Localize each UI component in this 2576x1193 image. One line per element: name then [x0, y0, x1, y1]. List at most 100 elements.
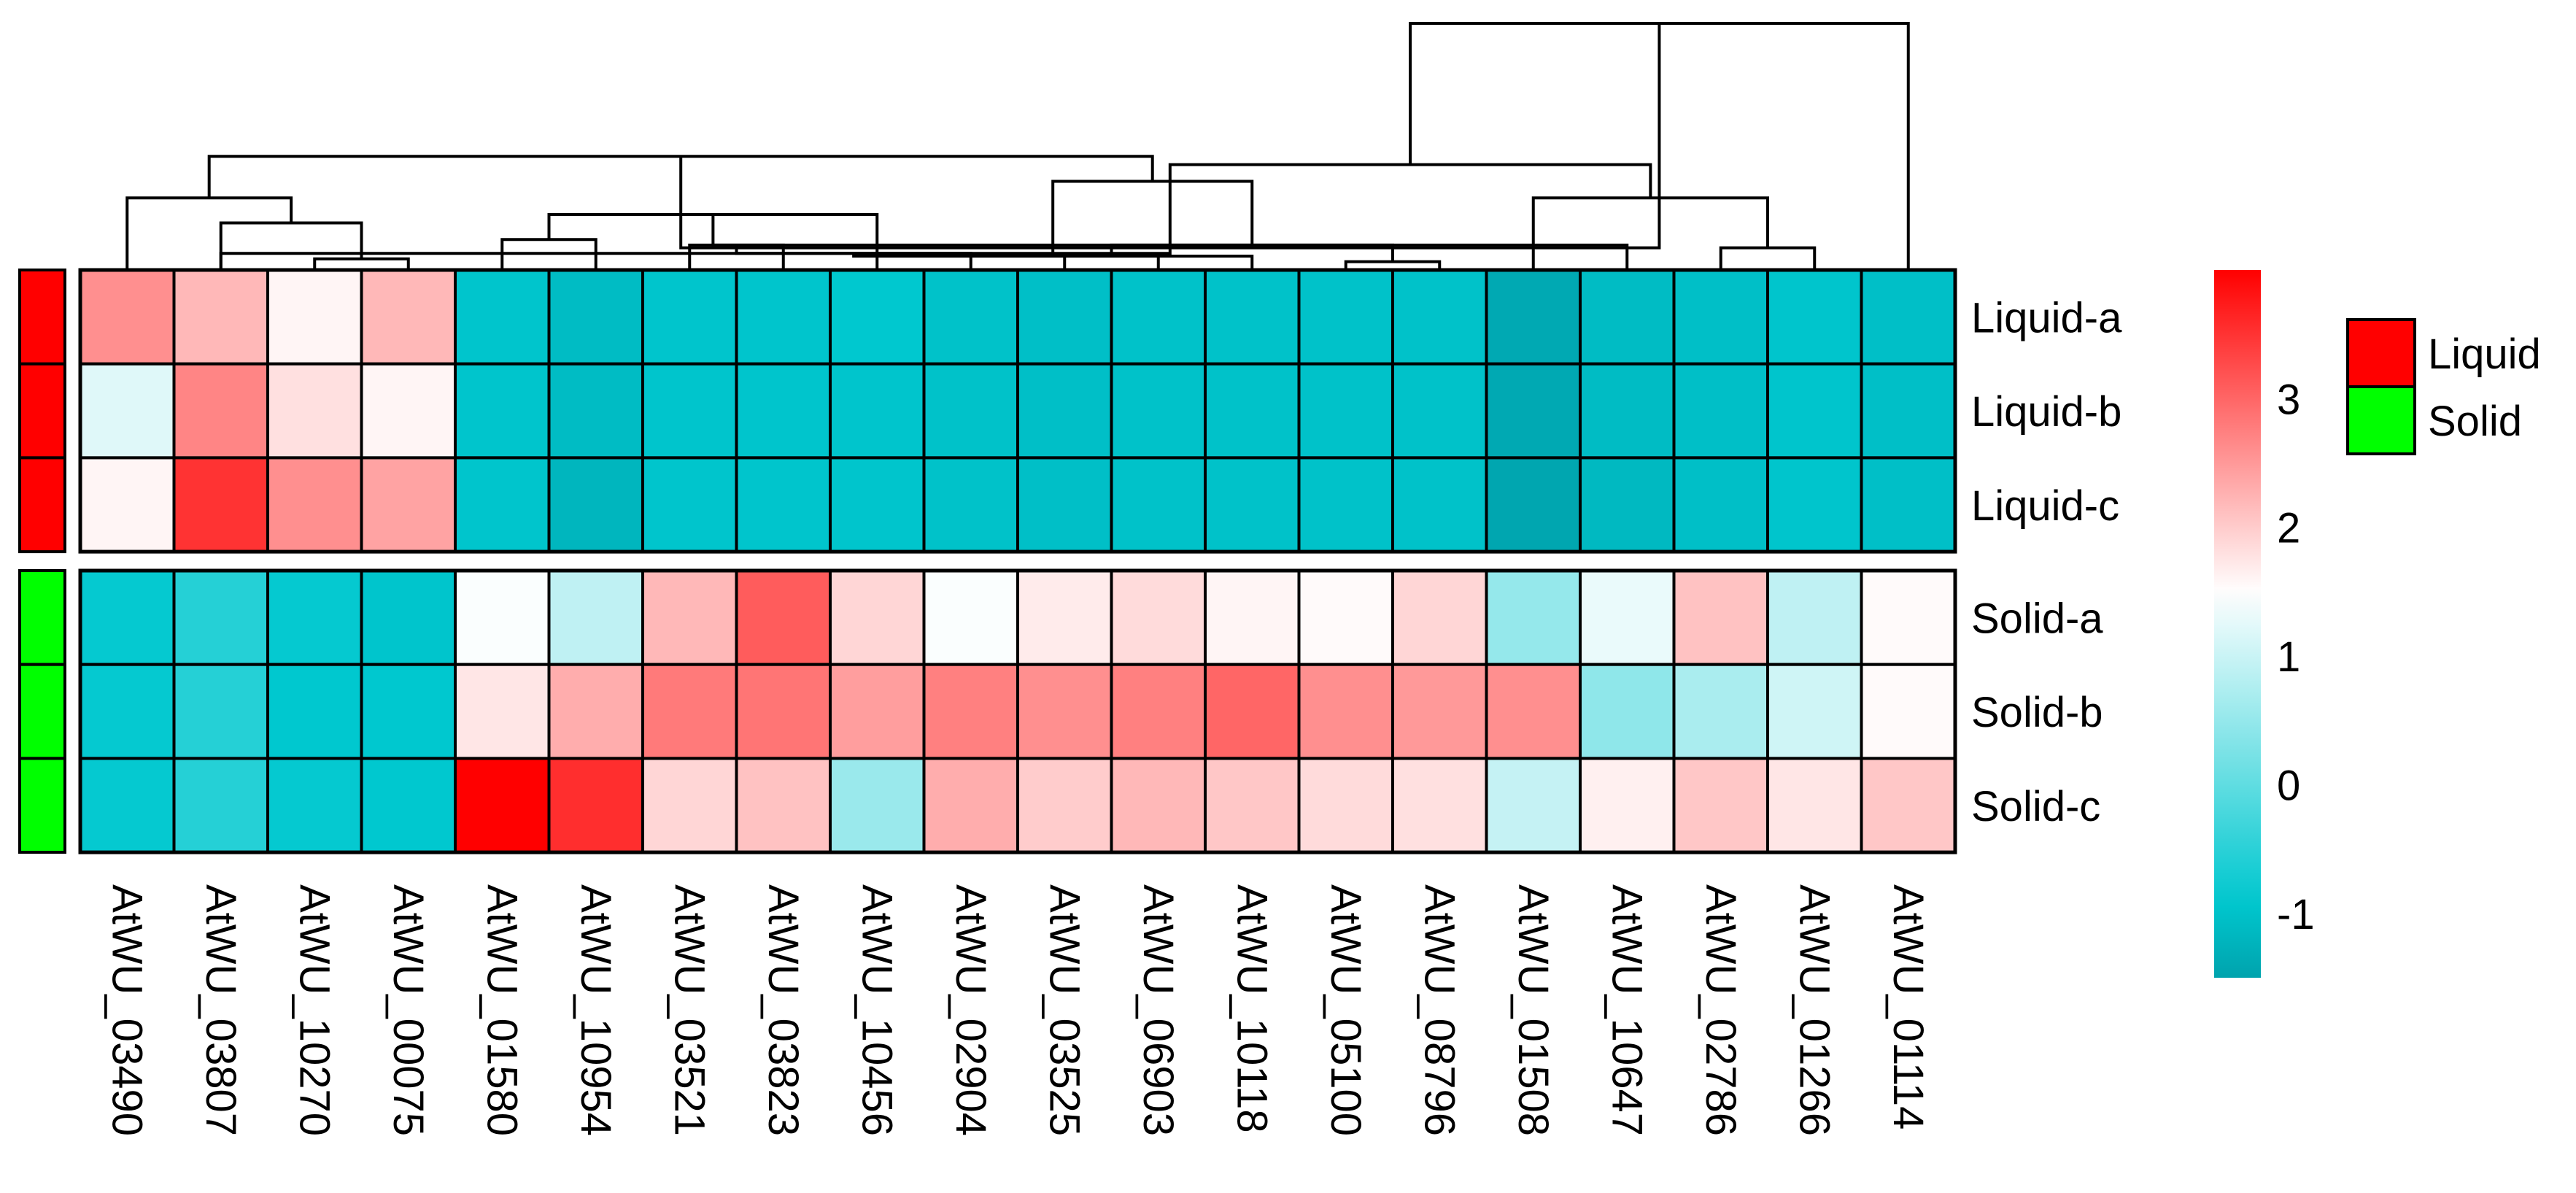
heatmap-cell: [1016, 456, 1113, 554]
heatmap-cell: [829, 456, 926, 554]
colorbar: [2214, 270, 2261, 978]
heatmap-cell: [1391, 663, 1488, 760]
column-label: AtWU_10456: [853, 884, 900, 1136]
heatmap-cell: [1672, 663, 1769, 760]
heatmap-cell: [1672, 569, 1769, 666]
heatmap-cell: [1860, 663, 1957, 760]
heatmap-cell: [1766, 456, 1863, 554]
group-annotation-cell: [18, 269, 66, 366]
heatmap-cell: [1297, 757, 1394, 854]
heatmap-cell: [1485, 757, 1582, 854]
dendrogram-branch: [1063, 255, 1160, 270]
heatmap-cell: [1485, 569, 1582, 666]
group-annotation-cell: [18, 362, 66, 460]
heatmap-cell: [547, 362, 644, 460]
dendrogram-branch: [219, 221, 363, 270]
heatmap-cell: [1297, 663, 1394, 760]
column-label: AtWU_03807: [197, 884, 244, 1136]
heatmap-cell: [172, 663, 269, 760]
dendrogram-branch: [125, 196, 293, 270]
heatmap-cell: [1579, 569, 1676, 666]
heatmap-cell: [1766, 757, 1863, 854]
heatmap-cell: [641, 269, 738, 366]
heatmap-cell: [1297, 269, 1394, 366]
column-label: AtWU_03525: [1040, 884, 1088, 1136]
heatmap-cell: [1297, 362, 1394, 460]
heatmap-cell: [266, 569, 363, 666]
dendrogram-branch: [1531, 196, 1769, 270]
column-label: AtWU_01580: [478, 884, 525, 1136]
heatmap-cell: [172, 362, 269, 460]
heatmap-cell: [1297, 569, 1394, 666]
heatmap-cell: [360, 269, 457, 366]
heatmap-cell: [1860, 569, 1957, 666]
heatmap-cell: [1204, 757, 1301, 854]
heatmap-cell: [1110, 663, 1207, 760]
heatmap-cell: [79, 757, 176, 854]
heatmap-cell: [1672, 456, 1769, 554]
heatmap-cell: [1391, 757, 1488, 854]
heatmap-cell: [266, 362, 363, 460]
heatmap-cell: [1016, 663, 1113, 760]
heatmap-cell: [1297, 456, 1394, 554]
heatmap-cell: [1110, 456, 1207, 554]
heatmap-cell: [266, 757, 363, 854]
heatmap-cell: [266, 269, 363, 366]
heatmap-cell: [360, 663, 457, 760]
legend-swatch: [2346, 318, 2416, 388]
heatmap-cell: [1110, 569, 1207, 666]
heatmap-cell: [1485, 362, 1582, 460]
heatmap-cell: [266, 663, 363, 760]
group-annotation-cell: [18, 757, 66, 854]
row-label: Liquid-a: [1971, 294, 2122, 341]
heatmap-cell: [641, 362, 738, 460]
heatmap-cell: [829, 569, 926, 666]
heatmap-cell: [641, 456, 738, 554]
heatmap-cell: [360, 757, 457, 854]
heatmap-cell: [735, 757, 832, 854]
column-label: AtWU_02786: [1697, 884, 1744, 1136]
heatmap-cell: [79, 362, 176, 460]
row-label: Liquid-c: [1971, 482, 2119, 530]
heatmap-cell: [266, 456, 363, 554]
heatmap-cell: [641, 569, 738, 666]
column-label: AtWU_02904: [947, 884, 994, 1136]
heatmap-cell: [1766, 569, 1863, 666]
colorbar-tick-label: 2: [2277, 505, 2300, 552]
heatmap-cell: [360, 456, 457, 554]
heatmap-block-border: [78, 568, 1957, 854]
heatmap-cell: [360, 569, 457, 666]
heatmap-cell: [172, 456, 269, 554]
column-label: AtWU_03490: [103, 884, 150, 1136]
heatmap-cell: [1860, 269, 1957, 366]
column-label: AtWU_03521: [665, 884, 713, 1136]
heatmap-cell: [1579, 663, 1676, 760]
heatmap-cell: [735, 663, 832, 760]
heatmap-cell: [1204, 569, 1301, 666]
column-label: AtWU_01266: [1790, 884, 1838, 1136]
column-label: AtWU_10647: [1603, 884, 1650, 1136]
heatmap-cell: [547, 269, 644, 366]
heatmap-cell: [922, 362, 1019, 460]
colorbar-tick-label: 0: [2277, 762, 2300, 809]
heatmap-cell: [922, 757, 1019, 854]
colorbar-tick-label: 1: [2277, 633, 2300, 681]
heatmap-cell: [735, 269, 832, 366]
heatmap-cell: [1672, 269, 1769, 366]
column-label: AtWU_03823: [759, 884, 807, 1136]
heatmap-cell: [1485, 456, 1582, 554]
heatmap-cell: [1110, 757, 1207, 854]
heatmap-cell: [79, 456, 176, 554]
heatmap-cell: [1110, 269, 1207, 366]
dendrogram-branch: [1168, 163, 1652, 245]
heatmap-cell: [547, 663, 644, 760]
heatmap-cell: [1391, 269, 1488, 366]
heatmap-cell: [735, 569, 832, 666]
heatmap-cell: [1204, 456, 1301, 554]
column-label: AtWU_01508: [1509, 884, 1557, 1136]
heatmap-cell: [79, 569, 176, 666]
heatmap-cell: [641, 757, 738, 854]
heatmap-cell: [735, 456, 832, 554]
